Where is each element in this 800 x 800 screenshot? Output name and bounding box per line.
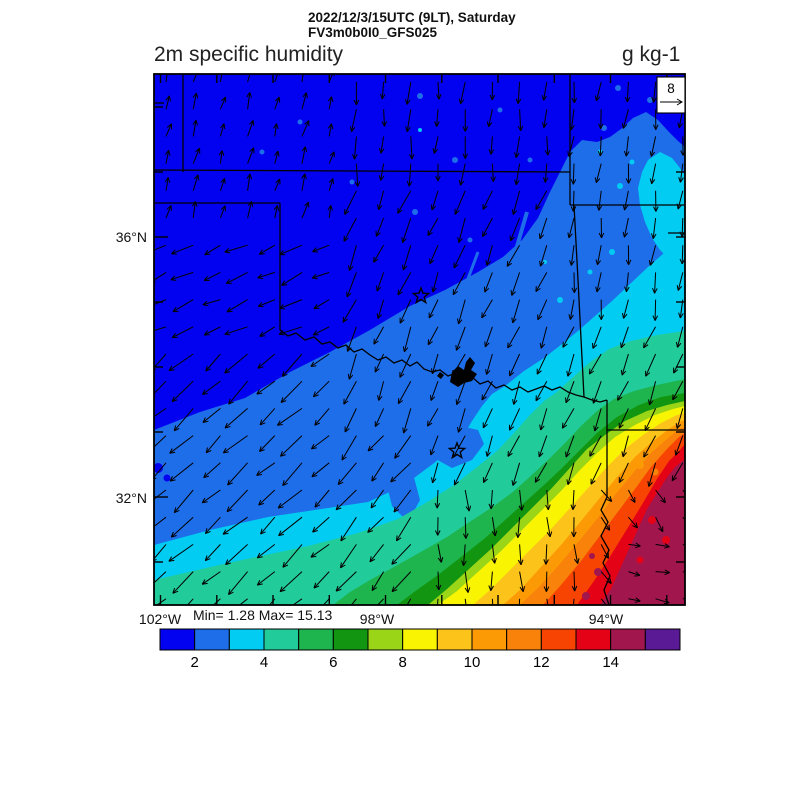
lat-axis-label: 32°N	[115, 490, 147, 506]
reference-vector-value: 8	[667, 81, 675, 96]
red-river-border	[279, 329, 608, 403]
reference-arrow-icon	[660, 98, 683, 106]
moist-blobs	[582, 461, 670, 600]
units-label: g kg-1	[622, 43, 681, 66]
lon-axis-label: 98°W	[359, 611, 395, 627]
colorbar-tick-label: 14	[602, 654, 619, 671]
lake-texoma	[437, 357, 477, 387]
lon-axis-label: 94°W	[588, 611, 624, 627]
colorbar-tick-label: 12	[533, 654, 550, 671]
model-title: FV3m0b0I0_GFS025	[308, 25, 438, 40]
colorbar-tick-label: 2	[191, 654, 199, 671]
cyan-edge-patch	[638, 152, 685, 268]
reference-vector-box: 8	[656, 76, 686, 114]
colorbar-tick-label: 10	[464, 654, 481, 671]
sabine-river-border	[600, 496, 611, 605]
humidity-field-layer	[154, 74, 685, 605]
dodger-speckles	[259, 85, 653, 243]
colorbar-tick-label: 8	[399, 654, 407, 671]
colorbar-tick-label: 4	[260, 654, 268, 671]
axis-ticks	[154, 74, 685, 605]
dodger-streaks	[458, 211, 564, 316]
colorbar: 2 4 6 8 10 12 14	[159, 628, 681, 671]
darkblue-islands	[154, 463, 171, 482]
wind-vectors	[154, 74, 685, 605]
colorbar-tick-label: 6	[329, 654, 337, 671]
lon-axis-label: 102°W	[138, 611, 182, 627]
lat-axis-label: 36°N	[115, 229, 147, 245]
city-star-markers	[411, 286, 467, 460]
map-frame	[153, 73, 686, 606]
minmax-label: Min= 1.28 Max= 15.13	[193, 607, 333, 623]
dodger-patch	[424, 424, 484, 468]
datetime-title: 2022/12/3/15UTC (9LT), Saturday	[308, 10, 516, 25]
field-title: 2m specific humidity	[154, 43, 344, 66]
